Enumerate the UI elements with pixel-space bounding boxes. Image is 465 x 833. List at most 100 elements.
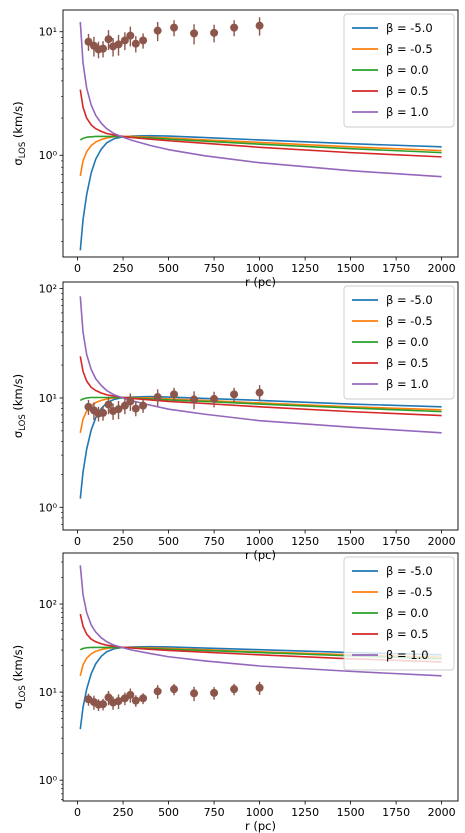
data-point [120, 401, 129, 410]
legend: β = -5.0 β = -0.5 β = 0.0 β = 0.5 β = 1.0 [343, 13, 455, 128]
legend: β = -5.0 β = -0.5 β = 0.0 β = 0.5 β = 1.0 [343, 556, 455, 671]
legend-label: β = 0.0 [386, 335, 429, 349]
y-axis-label: σLOS (km/s) [11, 645, 28, 709]
data-point [114, 697, 123, 706]
x-tick-label: 750 [204, 262, 225, 275]
x-tick-label: 750 [204, 806, 225, 819]
data-point [170, 23, 179, 32]
series-line [79, 21, 442, 178]
x-tick-label: 500 [158, 806, 179, 819]
legend-label: β = 0.0 [386, 606, 429, 620]
data-point [99, 44, 108, 53]
x-tick-label: 1250 [291, 535, 319, 548]
series-line [79, 135, 442, 154]
x-tick-label: 1500 [337, 535, 365, 548]
x-tick-label: 2000 [428, 535, 456, 548]
x-tick-label: 1750 [382, 535, 410, 548]
legend-label: β = -0.5 [386, 42, 433, 56]
y-axis-label: σLOS (km/s) [11, 101, 28, 165]
panel-middle: 10⁰ 10¹ 10² 0 250 500 750 1000 1250 1500 1750 2000 r… [11, 281, 459, 562]
legend-label: β = -5.0 [386, 293, 433, 307]
data-point [255, 21, 264, 30]
x-tick-label: 0 [74, 262, 81, 275]
legend-label: β = 0.0 [386, 63, 429, 77]
x-tick-label: 250 [113, 806, 134, 819]
x-tick-label: 250 [113, 535, 134, 548]
legend-label: β = 1.0 [386, 648, 429, 662]
series-line [79, 296, 442, 434]
plot-area [79, 17, 442, 251]
x-tick-label: 500 [158, 535, 179, 548]
data-point [170, 685, 179, 694]
data-point [210, 394, 219, 403]
data-point [99, 408, 108, 417]
data-point [126, 397, 135, 406]
data-point [170, 390, 179, 399]
data-point [104, 400, 113, 409]
legend-label: β = -5.0 [386, 564, 433, 578]
data-point [210, 28, 219, 37]
legend-label: β = -0.5 [386, 585, 433, 599]
y-tick-label: 10⁰ [39, 501, 58, 514]
series-line [79, 134, 442, 251]
x-tick-label: 2000 [428, 262, 456, 275]
data-point [120, 36, 129, 45]
series-line [79, 396, 442, 413]
data-point [126, 690, 135, 699]
x-tick-label: 1000 [246, 262, 274, 275]
x-tick-label: 750 [204, 535, 225, 548]
data-point [255, 683, 264, 692]
x-tick-label: 2000 [428, 806, 456, 819]
data-point [131, 696, 140, 705]
data-point [153, 26, 162, 35]
data-point [131, 404, 140, 413]
data-point [255, 388, 264, 397]
x-tick-label: 0 [74, 535, 81, 548]
series-line [79, 396, 442, 433]
data-point [114, 405, 123, 414]
data-point [131, 39, 140, 48]
data-point [84, 37, 93, 46]
x-tick-label: 1750 [382, 806, 410, 819]
x-tick-label: 1500 [337, 262, 365, 275]
plot-area [79, 565, 442, 730]
data-point [126, 31, 135, 40]
x-tick-label: 500 [158, 262, 179, 275]
data-point [104, 693, 113, 702]
x-tick-label: 250 [113, 262, 134, 275]
data-point [210, 688, 219, 697]
y-tick-label: 10¹ [39, 26, 57, 39]
x-axis-label: r (pc) [245, 548, 276, 562]
x-tick-label: 1250 [291, 262, 319, 275]
x-tick-label: 1000 [246, 535, 274, 548]
data-point [153, 393, 162, 402]
legend-label: β = 1.0 [386, 377, 429, 391]
data-point [230, 685, 239, 694]
y-tick-label: 10¹ [39, 686, 57, 699]
x-tick-label: 0 [74, 806, 81, 819]
x-tick-label: 1000 [246, 806, 274, 819]
data-point [104, 35, 113, 44]
legend-label: β = -0.5 [386, 314, 433, 328]
legend: β = -5.0 β = -0.5 β = 0.0 β = 0.5 β = 1.0 [343, 285, 455, 400]
axes-frame [62, 9, 459, 258]
data-point [139, 36, 148, 45]
plot-area [79, 296, 442, 499]
legend-label: β = 0.5 [386, 356, 429, 370]
legend-box [343, 285, 455, 400]
legend-label: β = 0.5 [386, 84, 429, 98]
data-point [153, 687, 162, 696]
y-tick-label: 10² [39, 283, 57, 296]
x-tick-label: 1750 [382, 262, 410, 275]
axes-frame [62, 552, 459, 802]
data-point [99, 700, 108, 709]
x-axis-label: r (pc) [245, 819, 276, 833]
legend-box [343, 13, 455, 128]
y-tick-label: 10⁰ [39, 149, 58, 162]
series-line [79, 565, 442, 677]
x-tick-label: 1500 [337, 806, 365, 819]
data-point [139, 694, 148, 703]
y-tick-label: 10² [39, 598, 57, 611]
data-point [114, 40, 123, 49]
